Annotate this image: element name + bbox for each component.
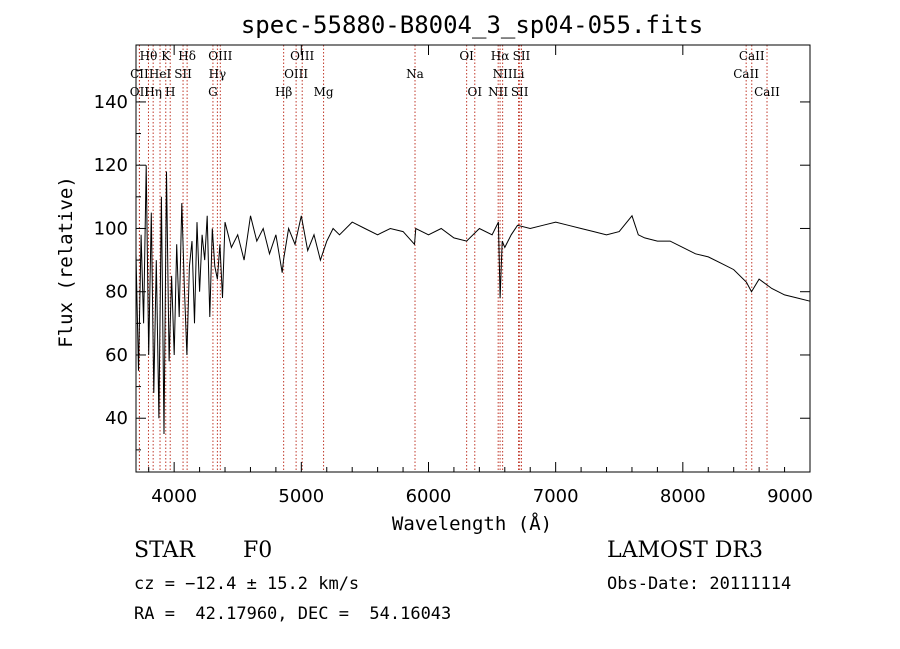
marker-label-13: OIII [284,67,308,81]
marker-label-5: Hη [144,85,162,99]
y-tick-label-4: 120 [94,155,128,176]
x-tick-label-4: 8000 [660,486,706,507]
y-axis-label: Flux (relative) [55,176,77,348]
marker-label-10: Hγ [209,67,227,81]
y-axis-ticks: 40 60 80 100 120 140 [94,69,810,451]
survey-name: LAMOST DR3 [607,538,763,563]
marker-label-15: Mg [314,85,334,99]
y-tick-label-3: 100 [94,218,128,239]
redshift-readout: cz = −12.4 ± 15.2 km/s [134,574,360,594]
object-subclass: F0 [243,538,273,563]
marker-label-2: OII [130,85,150,99]
marker-label-19: Hα [491,49,510,63]
marker-label-27: CaII [754,85,780,99]
marker-label-4: HeI [149,67,172,81]
marker-label-22: SII [513,49,531,63]
marker-label-25: CaII [739,49,765,63]
marker-label-3: K [161,49,171,63]
marker-label-8: H [165,85,175,99]
x-tick-label-1: 5000 [278,486,324,507]
marker-label-24: SII [511,85,529,99]
marker-label-7: SII [174,67,192,81]
marker-label-23: Li [513,67,525,81]
x-axis-label: Wavelength (Å) [392,512,552,535]
y-tick-label-1: 60 [105,345,128,366]
emission-line-labels: Hθ CII OII K HeI Hη Hδ SII H OIII Hγ G OIII OIII Hβ Mg N… [130,49,780,99]
marker-label-1: CII [130,67,149,81]
x-tick-label-0: 4000 [151,486,197,507]
marker-label-6: Hδ [178,49,196,63]
marker-label-0: Hθ [140,49,158,63]
marker-label-18: OI [467,85,482,99]
x-tick-label-2: 6000 [406,486,452,507]
marker-label-9: OIII [208,49,232,63]
plot-frame [135,44,811,473]
chart-title: spec-55880-B8004_3_sp04-055.fits [241,11,703,39]
y-tick-label-0: 40 [105,408,128,429]
marker-label-12: OIII [290,49,314,63]
marker-label-11: G [208,85,218,99]
x-tick-label-3: 7000 [533,486,579,507]
marker-label-16: Na [406,67,424,81]
marker-label-14: Hβ [275,85,292,99]
x-tick-label-5: 9000 [767,486,813,507]
x-axis-ticks: 4000 5000 6000 7000 8000 9000 [148,45,813,507]
obs-date: Obs-Date: 20111114 [607,574,792,594]
y-tick-label-2: 80 [105,282,128,303]
marker-label-20: NII [493,67,513,81]
marker-label-17: OI [459,49,474,63]
object-class: STAR [134,538,195,563]
y-tick-label-5: 140 [94,92,128,113]
marker-label-21: NII [488,85,508,99]
spectrum-line [135,165,811,435]
marker-label-26: CaII [733,67,759,81]
emission-line-markers [138,45,768,472]
coordinates: RA = 42.17960, DEC = 54.16043 [134,604,452,624]
